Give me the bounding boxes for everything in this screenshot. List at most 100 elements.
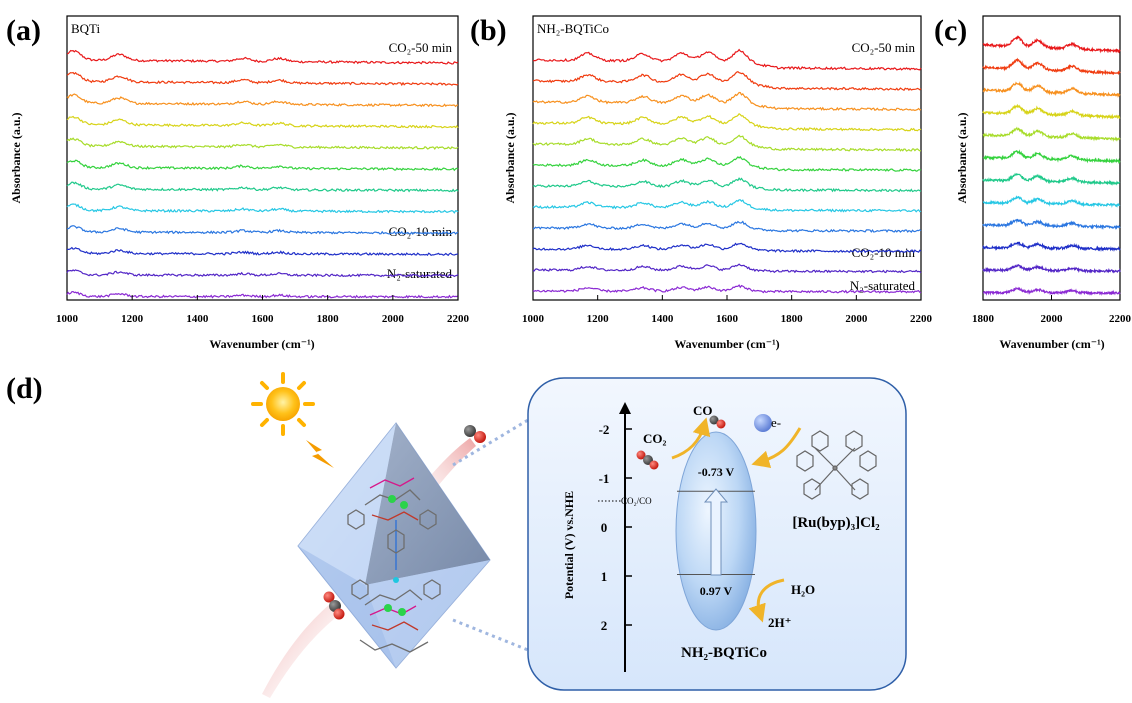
proton-label: 2H⁺ <box>768 615 791 630</box>
spectrum-line-c-8 <box>982 195 1121 208</box>
potential-tick-label: -2 <box>599 422 610 437</box>
potential-tick-label: 0 <box>601 520 608 535</box>
spectrum-line-a-2 <box>66 71 459 87</box>
zoom-guide-top <box>452 418 529 467</box>
panel-a-co2-10-label: CO₂-10 min <box>389 224 453 239</box>
spectrum-line-a-8 <box>66 203 459 214</box>
panel-b-xlabel: Wavenumber (cm⁻¹) <box>674 337 779 351</box>
co2-reactant-molecule-icon <box>636 450 659 470</box>
panel-c-x-ticks: 1800 2000 2200 <box>972 295 1132 325</box>
spectrum-line-b-9 <box>532 220 922 234</box>
co-label: CO <box>693 403 713 418</box>
potential-tick-label: 1 <box>601 569 608 584</box>
panel-a-sample-label: BQTi <box>71 21 101 36</box>
photosensitizer-label: [Ru(byp)₃]Cl₂ <box>792 515 880 531</box>
panel-b: (b) NH₂-BQTiCo CO₂-50 min CO₂-10 min N₂-… <box>470 14 933 351</box>
spectrum-line-c-3 <box>982 81 1121 98</box>
panel-d-label: (d) <box>6 372 43 405</box>
spectrum-line-b-5 <box>532 134 921 152</box>
spectrum-line-c-5 <box>982 126 1121 142</box>
cb-potential-label: -0.73 V <box>698 465 735 479</box>
x-tick-label: 1600 <box>716 313 739 325</box>
electron-icon <box>754 414 772 432</box>
x-tick-label: 2000 <box>1041 313 1064 325</box>
panel-b-sample-label: NH₂-BQTiCo <box>537 21 609 36</box>
x-tick-label: 2000 <box>382 313 405 325</box>
spectrum-line-a-10 <box>67 246 459 257</box>
redox-line-label: CO₂/CO <box>621 496 652 506</box>
h2o-label: H₂O <box>791 582 815 597</box>
spectrum-line-b-7 <box>532 177 922 193</box>
excitation-arrow-icon <box>703 488 729 576</box>
panel-b-co2-10-label: CO₂-10 min <box>852 245 916 260</box>
panel-c-ylabel: Absorbance (a.u.) <box>955 112 969 203</box>
spectrum-line-a-4 <box>66 115 459 129</box>
potential-axis-arrow-icon <box>619 402 631 414</box>
reduction-arrow-icon <box>671 417 711 460</box>
panel-c: (c) 1800 2000 2200 Absorbance (a.u.) Waven… <box>934 14 1132 351</box>
spectrum-line-b-8 <box>532 199 922 213</box>
panel-b-co2-50-label: CO₂-50 min <box>852 40 916 55</box>
co2-input-trail <box>262 604 340 698</box>
x-tick-label: 1600 <box>252 313 275 325</box>
panel-b-label: (b) <box>470 14 507 47</box>
panel-b-x-ticks: 1000 1200 1400 1600 1800 2000 2200 <box>522 295 933 325</box>
spectrum-line-a-1 <box>66 49 459 65</box>
ru-complex-structure-icon <box>796 430 877 500</box>
spectrum-line-b-2 <box>532 71 922 92</box>
spectrum-line-c-9 <box>982 218 1121 231</box>
spectrum-line-b-4 <box>532 112 922 132</box>
potential-axis-label: Potential (V) vs.NHE <box>562 491 576 599</box>
x-tick-label: 2200 <box>1109 313 1132 325</box>
spectrum-line-c-1 <box>982 35 1121 54</box>
panel-b-spectra <box>532 48 922 294</box>
spectrum-line-c-6 <box>982 149 1121 165</box>
co2-label: CO₂ <box>643 431 667 446</box>
panel-c-xlabel: Wavenumber (cm⁻¹) <box>999 337 1104 351</box>
spectrum-line-c-10 <box>982 241 1121 252</box>
spectrum-line-c-12 <box>982 286 1121 296</box>
co-molecule-icon <box>464 425 486 443</box>
spectrum-line-b-6 <box>532 155 922 172</box>
x-tick-label: 2200 <box>910 313 933 325</box>
x-tick-label: 1200 <box>121 313 144 325</box>
x-tick-label: 1800 <box>317 313 340 325</box>
panel-c-label: (c) <box>934 14 967 47</box>
x-tick-label: 1400 <box>186 313 209 325</box>
panel-a-label: (a) <box>6 14 41 47</box>
spectrum-line-b-3 <box>532 91 922 112</box>
panel-a-x-ticks: 1000 1200 1400 1600 1800 2000 2200 <box>56 295 470 325</box>
oxidation-arrow-icon <box>748 578 785 623</box>
x-tick-label: 2000 <box>845 313 868 325</box>
potential-tick-label: -1 <box>599 471 610 486</box>
x-tick-label: 1000 <box>522 313 545 325</box>
vb-potential-label: 0.97 V <box>700 584 733 598</box>
spectrum-line-b-10 <box>532 242 922 254</box>
panel-a-n2-label: N₂-saturated <box>387 266 453 281</box>
panel-b-ylabel: Absorbance (a.u.) <box>503 112 517 203</box>
spectrum-line-b-12 <box>532 284 922 294</box>
x-tick-label: 1200 <box>587 313 610 325</box>
co-product-molecule-icon <box>709 415 726 429</box>
potential-tick-label: 2 <box>601 618 608 633</box>
co2-molecule-icon <box>323 591 345 620</box>
panel-c-spectra <box>982 35 1121 296</box>
panel-a-xlabel: Wavenumber (cm⁻¹) <box>209 337 314 351</box>
panel-a-co2-50-label: CO₂-50 min <box>389 40 453 55</box>
sun-icon <box>251 372 315 436</box>
panel-a-frame <box>66 15 459 301</box>
spectrum-line-b-1 <box>532 48 922 71</box>
catalyst-label: NH₂-BQTiCo <box>681 645 767 661</box>
spectrum-line-a-9 <box>66 225 459 235</box>
panel-d: (d) <box>6 372 907 698</box>
x-tick-label: 1000 <box>56 313 79 325</box>
spectrum-line-c-2 <box>982 57 1121 76</box>
panel-a: (a) BQTi CO₂-50 min CO₂-10 min N₂-satura… <box>6 14 470 351</box>
spectrum-line-c-11 <box>982 264 1121 274</box>
spectrum-line-c-4 <box>982 103 1121 120</box>
spectrum-line-a-11 <box>66 269 459 278</box>
electron-label: e- <box>771 415 781 430</box>
zoom-guide-bottom <box>452 618 529 652</box>
cluster-structure-top <box>347 477 437 570</box>
